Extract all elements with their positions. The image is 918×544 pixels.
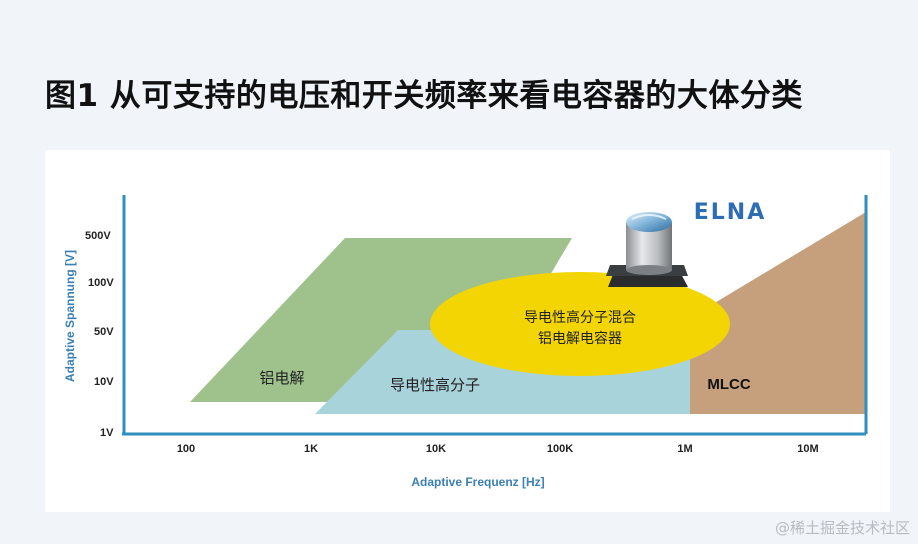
- region-label-polymer: 导电性高分子: [390, 376, 480, 394]
- x-tick-label: 1M: [677, 443, 692, 455]
- x-tick-label: 10M: [797, 443, 818, 455]
- y-tick-label: 500V: [85, 230, 111, 242]
- y-tick-label: 100V: [88, 277, 114, 289]
- region-label-aluminum: 铝电解: [259, 369, 304, 387]
- capacitor-icon: [606, 212, 688, 287]
- x-tick-label: 100K: [547, 443, 573, 455]
- brand-logo-text: ELNA: [694, 200, 767, 225]
- x-tick-label: 100: [177, 443, 195, 455]
- y-tick-label: 50V: [94, 326, 114, 338]
- region-label-hybrid-line2: 铝电解电容器: [538, 330, 622, 347]
- watermark: @稀土掘金技术社区: [774, 519, 910, 537]
- y-tick-label: 10V: [94, 376, 114, 388]
- y-axis-title: Adaptive Spannung [V]: [63, 250, 77, 382]
- x-axis-title: Adaptive Frequenz [Hz]: [411, 475, 544, 489]
- region-label-mlcc: MLCC: [707, 376, 750, 393]
- x-tick-label: 1K: [304, 443, 318, 455]
- region-label-hybrid-line1: 导电性高分子混合: [524, 309, 636, 326]
- y-tick-label: 1V: [100, 427, 114, 439]
- figure-title: 图1 从可支持的电压和开关频率来看电容器的大体分类: [45, 78, 803, 114]
- x-tick-label: 10K: [426, 443, 446, 455]
- region-hybrid: [430, 272, 730, 376]
